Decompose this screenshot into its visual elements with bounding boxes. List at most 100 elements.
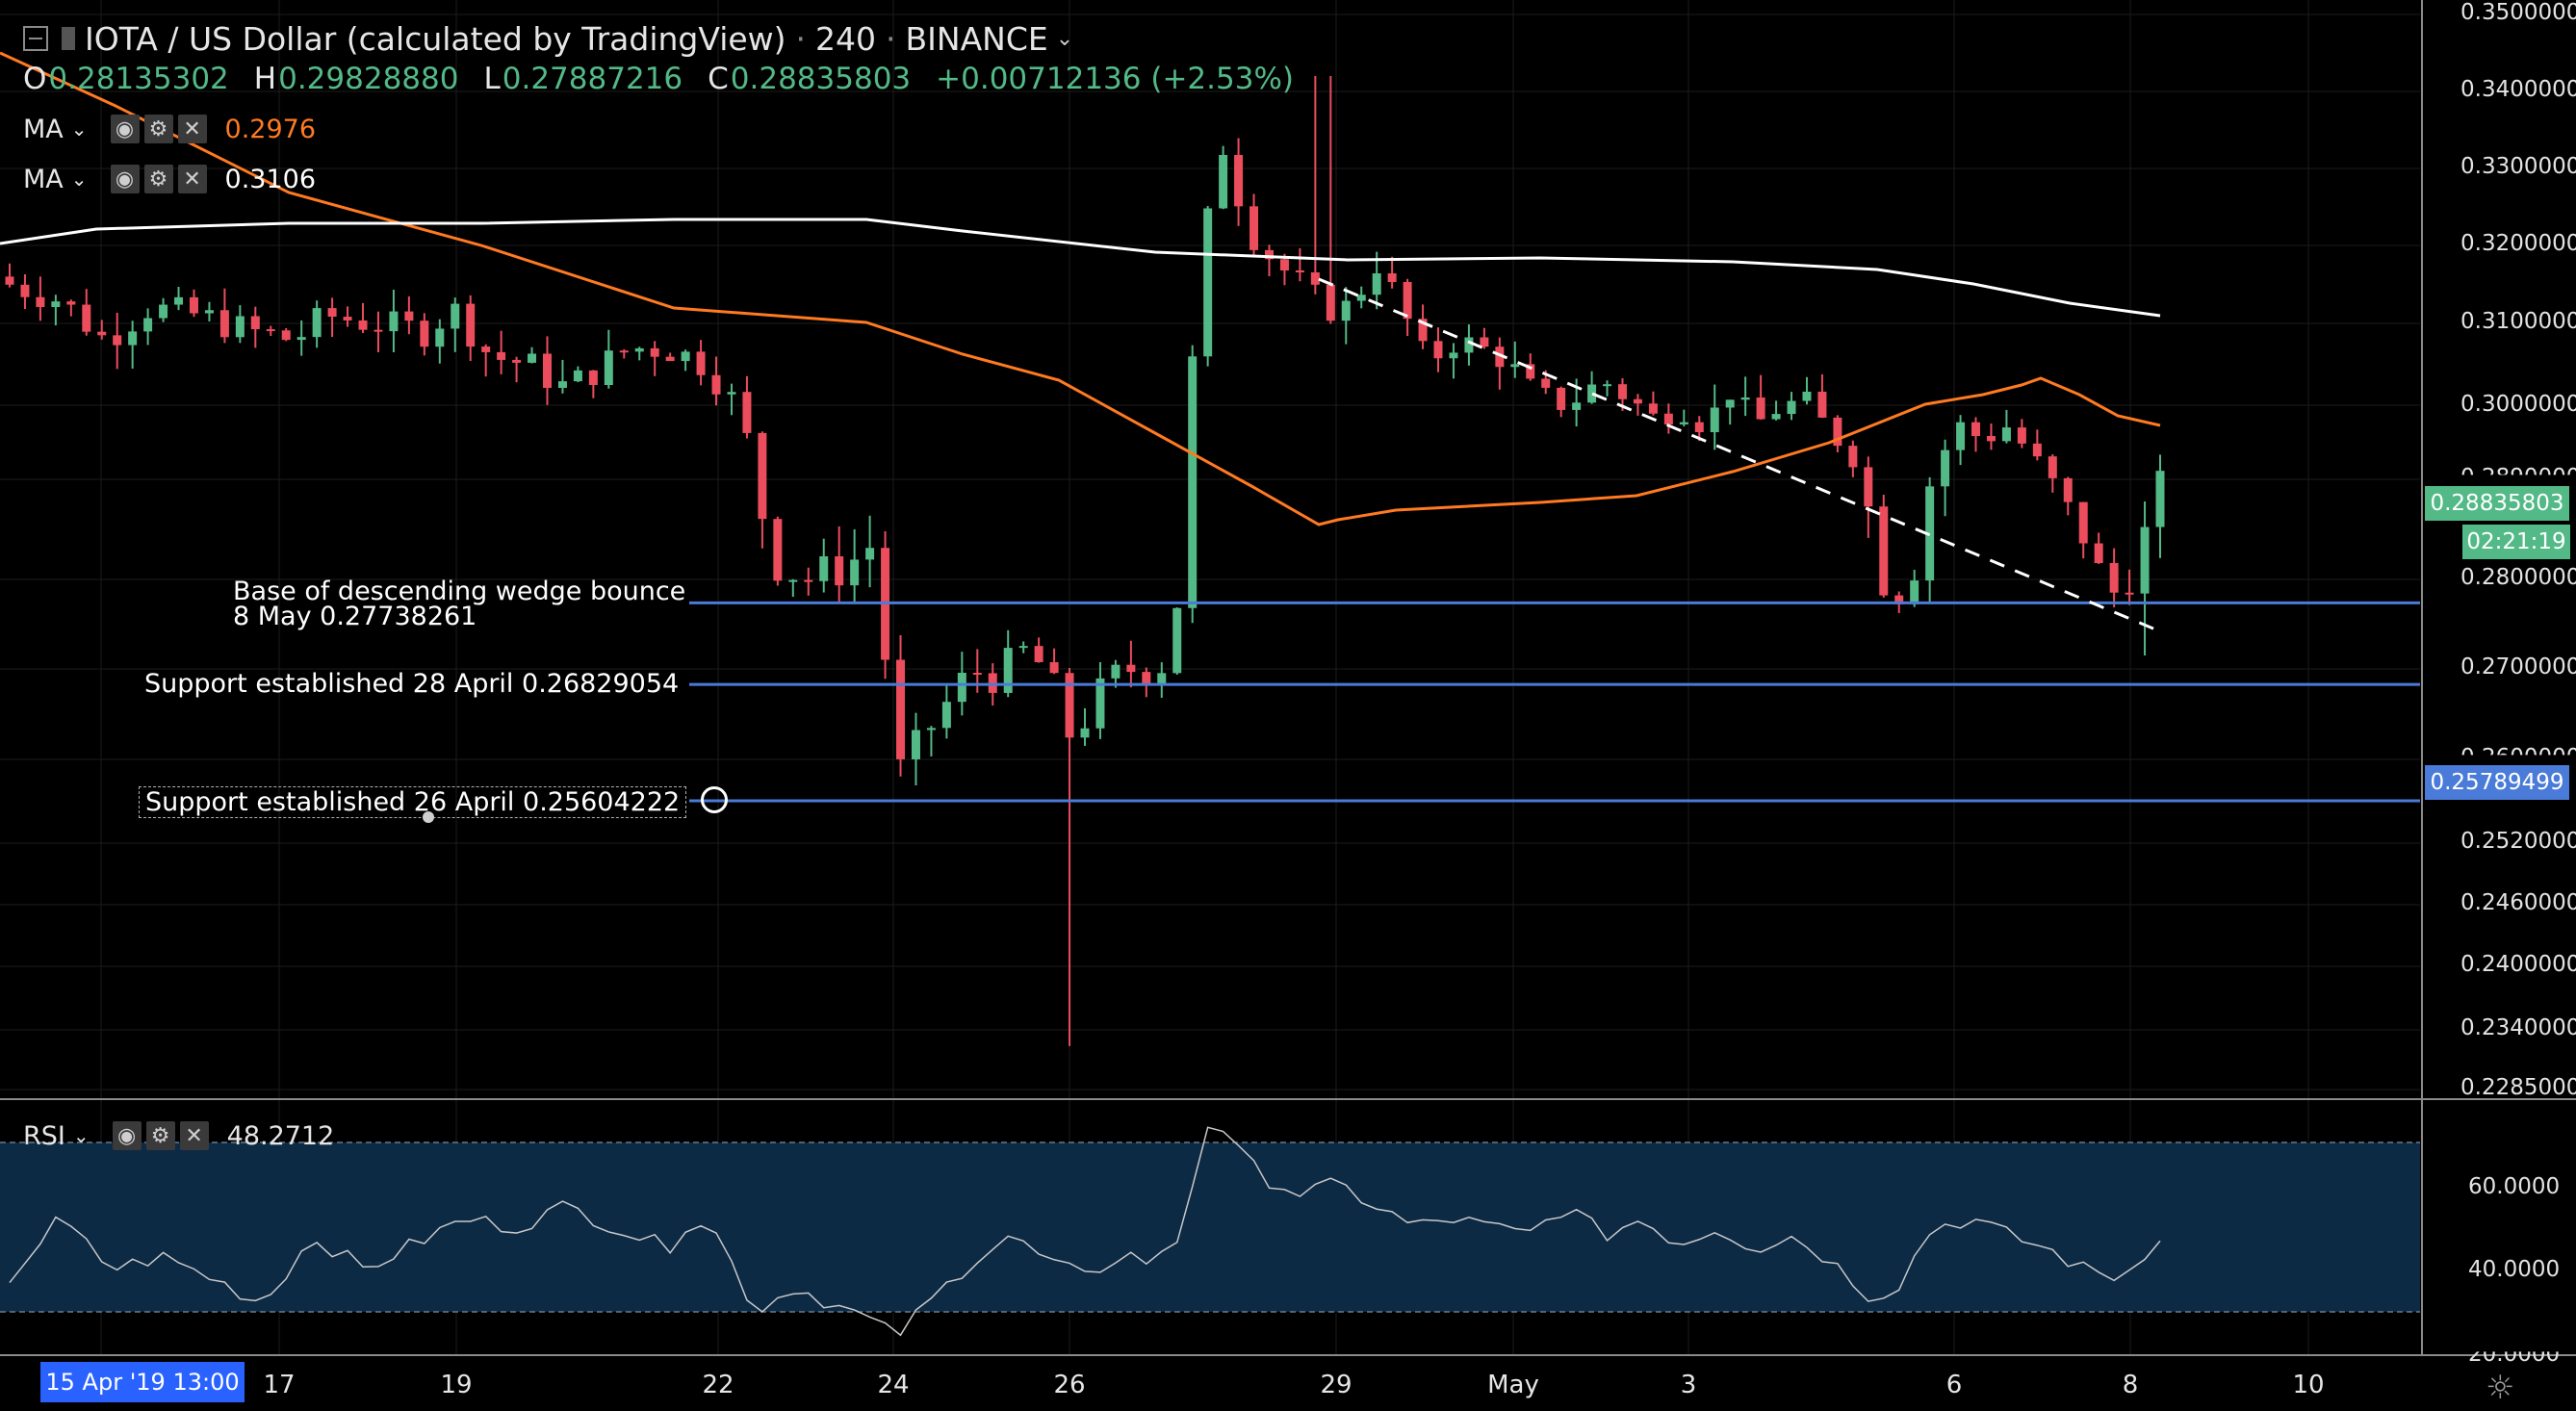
candle-body	[2001, 427, 2011, 442]
candle-body	[1264, 249, 1274, 260]
candle-body	[1572, 402, 1582, 410]
candle-body	[20, 284, 30, 297]
ma-slow-line	[0, 218, 2161, 318]
candle-body	[588, 370, 598, 386]
ohlc-readout: O 0.28135302 H 0.29828880 L 0.27887216 C 0.2…	[23, 56, 1319, 102]
eye-icon[interactable]: ◉	[110, 115, 140, 143]
ma-slow-legend[interactable]: MA ⌄ ◉ ⚙ ✕ 0.3106	[23, 160, 316, 198]
gear-icon[interactable]: ⚙	[143, 165, 173, 193]
close-value: 0.28835803	[730, 62, 912, 96]
ma-slow-name[interactable]: MA	[23, 164, 64, 194]
close-icon[interactable]: ✕	[177, 165, 207, 193]
candle-body	[1725, 399, 1735, 408]
candle-body	[1403, 282, 1412, 320]
time-label: May	[1487, 1371, 1539, 1399]
candle-body	[528, 353, 537, 363]
close-icon[interactable]: ✕	[179, 1121, 209, 1150]
exchange-label[interactable]: BINANCE	[905, 19, 1048, 58]
candle-body	[1126, 664, 1136, 673]
chevron-down-icon[interactable]: ⌄	[1055, 26, 1074, 51]
candle-body	[389, 311, 399, 332]
rsi-legend[interactable]: RSI ⌄ ◉ ⚙ ✕ 48.2712	[23, 1116, 334, 1155]
candle-body	[2109, 563, 2119, 593]
candle-body	[82, 304, 91, 332]
candle-body	[420, 321, 429, 347]
candle-body	[1341, 300, 1351, 321]
candle-body	[850, 559, 860, 586]
candle-body	[219, 310, 229, 338]
gear-icon[interactable]: ⚙	[145, 1121, 175, 1150]
candle-body	[650, 347, 659, 357]
candle-body	[1618, 384, 1627, 399]
candle-body	[451, 303, 460, 329]
candle-body	[1034, 646, 1043, 662]
time-label: 24	[877, 1371, 910, 1399]
candle-body	[911, 730, 920, 759]
eye-icon[interactable]: ◉	[112, 1121, 142, 1150]
candle-body	[1879, 506, 1889, 596]
collapse-icon[interactable]	[23, 26, 48, 51]
ma-fast-line	[0, 51, 2161, 526]
candle-body	[2125, 592, 2134, 595]
candle-body	[2140, 526, 2150, 594]
drag-handle[interactable]	[701, 786, 728, 813]
symbol-title[interactable]: IOTA / US Dollar (calculated by TradingV…	[85, 19, 786, 58]
candle-body	[1679, 422, 1688, 424]
chevron-down-icon[interactable]: ⌄	[70, 167, 88, 191]
candle-body	[1387, 272, 1397, 283]
flag-icon[interactable]	[62, 27, 75, 50]
candle-body	[2063, 477, 2073, 502]
candle-body	[189, 296, 198, 314]
candle-body	[696, 351, 706, 375]
close-icon[interactable]: ✕	[177, 115, 207, 143]
candle-body	[143, 318, 153, 332]
support-26-annotation[interactable]: Support established 26 April 0.25604222	[139, 786, 687, 818]
candle-body	[957, 673, 966, 703]
candle-body	[1142, 672, 1151, 684]
wedge-annotation-line1[interactable]: Base of descending wedge bounce	[233, 577, 686, 606]
candle-body	[557, 381, 567, 388]
settings-gear-icon[interactable]: ☼	[2486, 1369, 2515, 1407]
time-label: 8	[2122, 1371, 2139, 1399]
rsi-axis-label: 60.0000	[2468, 1174, 2561, 1199]
anchor-handle[interactable]	[423, 811, 434, 823]
candle-body	[972, 673, 982, 676]
candle-body	[2032, 443, 2042, 457]
rsi-line	[9, 1126, 2161, 1337]
chevron-down-icon[interactable]: ⌄	[72, 1124, 90, 1147]
gear-icon[interactable]: ⚙	[143, 115, 173, 143]
time-label: 19	[440, 1371, 473, 1399]
chevron-down-icon[interactable]: ⌄	[70, 117, 88, 141]
ma-fast-name[interactable]: MA	[23, 114, 64, 144]
candle-body	[941, 702, 951, 729]
support-28-annotation[interactable]: Support established 28 April 0.26829054	[144, 669, 680, 699]
candle-body	[97, 331, 107, 336]
rsi-name[interactable]: RSI	[23, 1120, 65, 1151]
wedge-annotation-line2[interactable]: 8 May 0.27738261	[233, 602, 477, 631]
candle-body	[66, 301, 76, 305]
open-key: O	[23, 62, 47, 96]
open-value: 0.28135302	[48, 62, 229, 96]
time-label: 17	[263, 1371, 296, 1399]
candle-body	[5, 276, 14, 285]
rsi-axis-label: 20.0000	[2468, 1342, 2561, 1367]
candle-body	[1986, 435, 1996, 442]
candle-body	[2155, 471, 2165, 527]
candle-body	[1080, 728, 1090, 738]
ma-fast-legend[interactable]: MA ⌄ ◉ ⚙ ✕ 0.2976	[23, 110, 316, 148]
candle-body	[1526, 364, 1535, 379]
candle-body	[1710, 407, 1719, 433]
candle-body	[343, 317, 352, 321]
eye-icon[interactable]: ◉	[110, 165, 140, 193]
interval-label[interactable]: 240	[815, 19, 877, 58]
candle-body	[466, 303, 476, 347]
candle-body	[1049, 661, 1059, 674]
candle-body	[926, 728, 936, 731]
